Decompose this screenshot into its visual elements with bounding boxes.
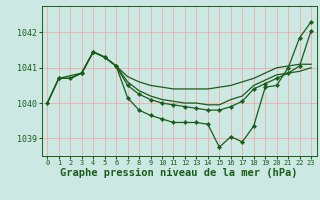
X-axis label: Graphe pression niveau de la mer (hPa): Graphe pression niveau de la mer (hPa) [60, 168, 298, 178]
